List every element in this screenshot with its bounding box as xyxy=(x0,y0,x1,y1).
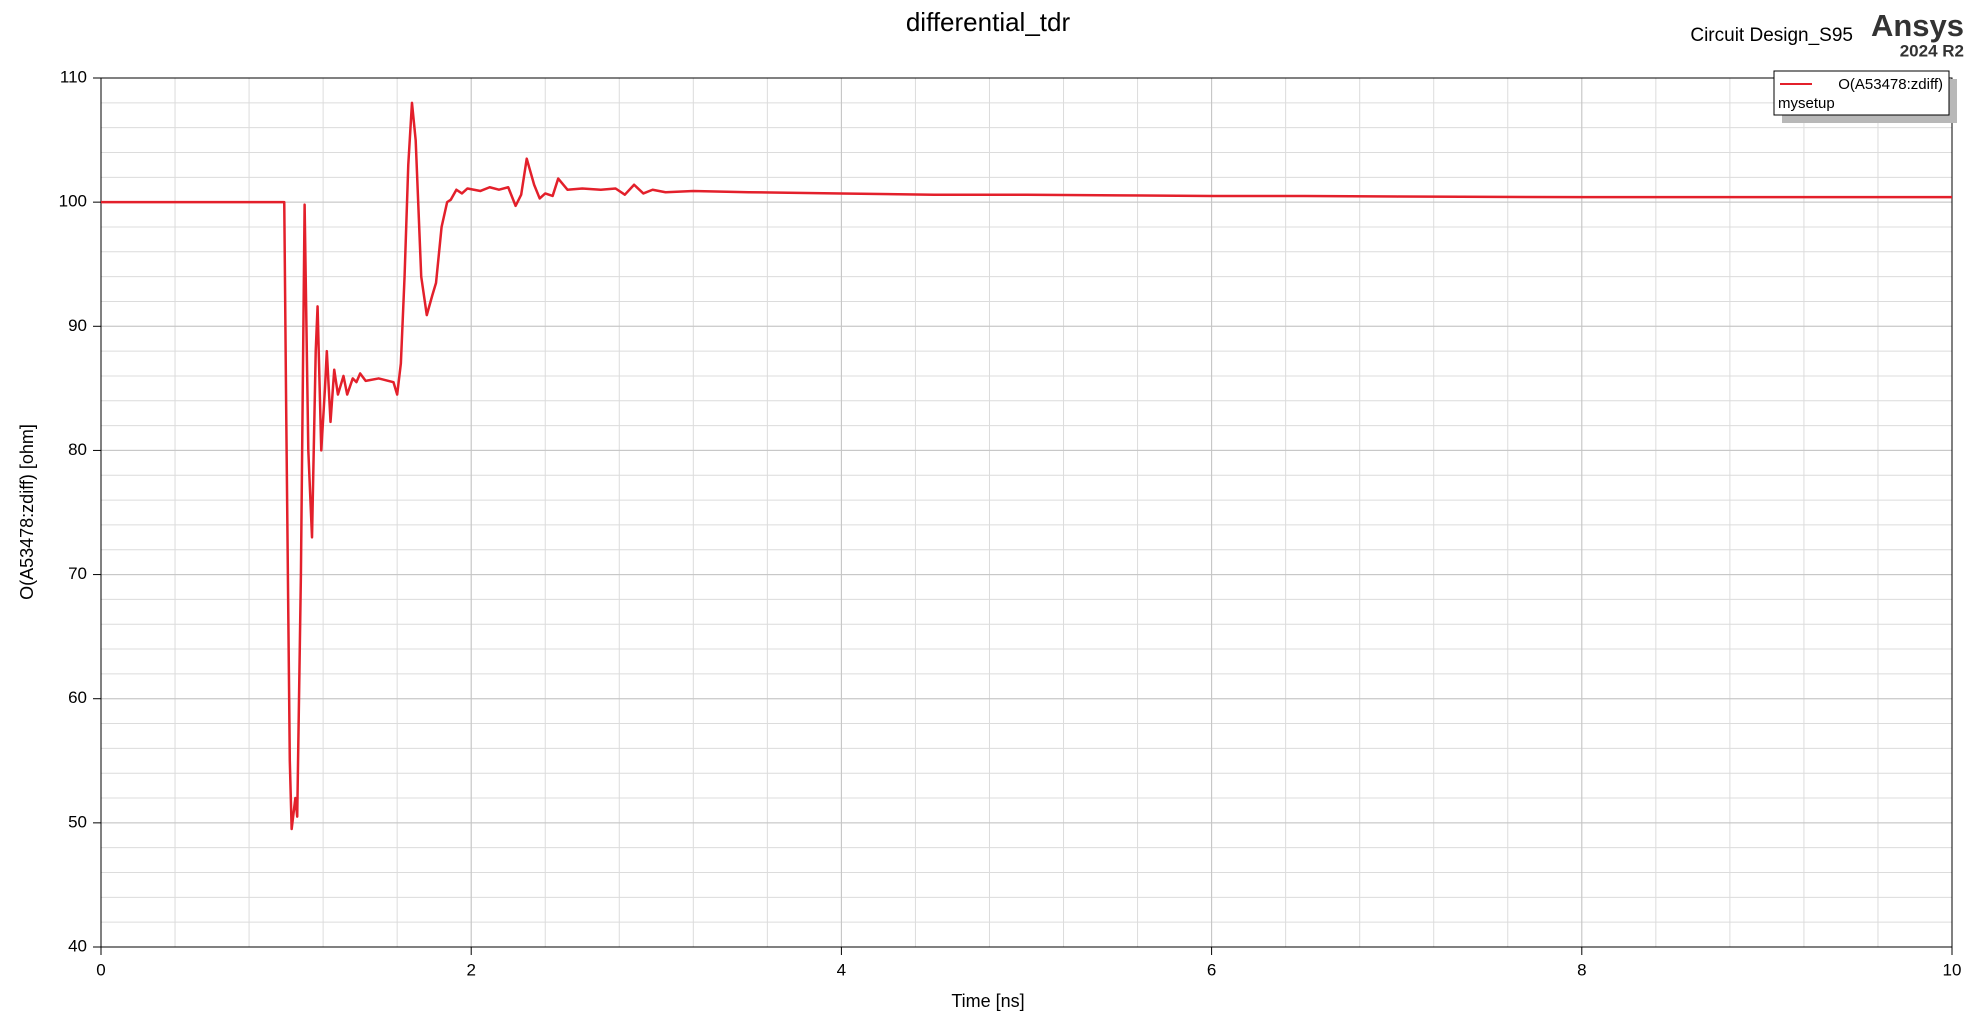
x-axis-label: Time [ns] xyxy=(951,991,1024,1011)
y-tick-label: 110 xyxy=(60,67,87,86)
plot-frame xyxy=(100,77,1953,948)
brand: Ansys xyxy=(1871,8,1964,43)
x-tick-label: 2 xyxy=(466,960,475,979)
x-tick-label: 6 xyxy=(1207,960,1216,979)
version: 2024 R2 xyxy=(1900,41,1964,60)
y-tick-label: 60 xyxy=(68,688,87,707)
y-tick-label: 90 xyxy=(68,316,87,335)
x-tick-label: 10 xyxy=(1943,960,1962,979)
legend xyxy=(1773,70,1950,116)
y-axis-label: O(A53478:zdiff) [ohm] xyxy=(17,424,37,600)
legend-label: O(A53478:zdiff) xyxy=(1838,76,1943,93)
y-tick-label: 40 xyxy=(68,936,87,955)
x-tick-label: 8 xyxy=(1577,960,1586,979)
data-line xyxy=(101,101,1952,831)
y-tick-label: 70 xyxy=(68,564,87,583)
chart-title: differential_tdr xyxy=(906,7,1071,37)
x-tick-label: 4 xyxy=(837,960,846,979)
x-tick-label: 0 xyxy=(96,960,105,979)
y-tick-label: 80 xyxy=(68,440,87,459)
legend-subtitle: mysetup xyxy=(1778,95,1835,112)
y-tick-label: 100 xyxy=(59,192,87,211)
design-name: Circuit Design_S95 xyxy=(1690,25,1853,46)
y-tick-label: 50 xyxy=(68,812,87,831)
